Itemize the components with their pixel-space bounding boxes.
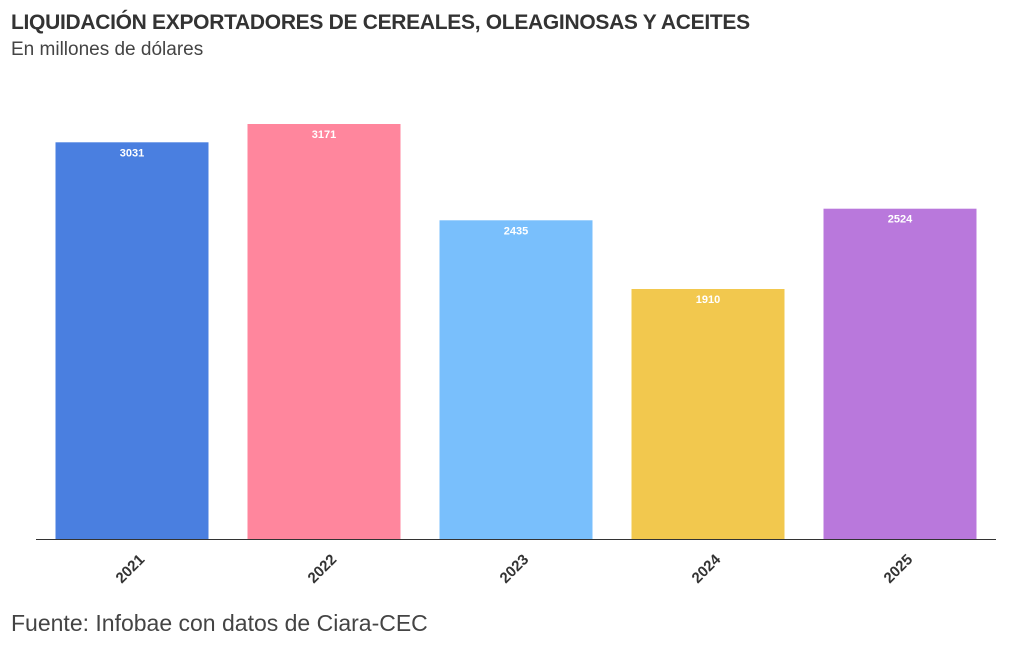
tick-label-2025: 2025 xyxy=(881,551,917,587)
bar-2022 xyxy=(247,124,401,539)
data-label-2023: 2435 xyxy=(504,225,528,237)
tick-label-2023: 2023 xyxy=(497,551,533,587)
chart-source: Fuente: Infobae con datos de Ciara-CEC xyxy=(11,610,428,636)
tick-label-2024: 2024 xyxy=(689,551,725,587)
tick-label-2021: 2021 xyxy=(113,551,149,587)
x-axis-ticks: 2021 2022 2023 2024 2025 xyxy=(113,551,917,587)
chart-title: LIQUIDACIÓN EXPORTADORES DE CEREALES, OL… xyxy=(11,11,750,34)
tick-label-2022: 2022 xyxy=(305,551,341,587)
data-label-2025: 2524 xyxy=(888,214,913,226)
bar-2021 xyxy=(55,142,209,540)
data-label-2021: 3031 xyxy=(120,147,144,159)
bar-2025 xyxy=(823,208,977,539)
bars-layer xyxy=(55,124,977,540)
bar-2024 xyxy=(631,289,785,539)
data-labels-layer: 3031 3171 2435 1910 2524 xyxy=(120,129,913,306)
data-label-2024: 1910 xyxy=(696,294,720,306)
chart-subtitle: En millones de dólares xyxy=(11,39,204,60)
bar-2023 xyxy=(439,220,593,540)
data-label-2022: 3171 xyxy=(312,129,336,141)
